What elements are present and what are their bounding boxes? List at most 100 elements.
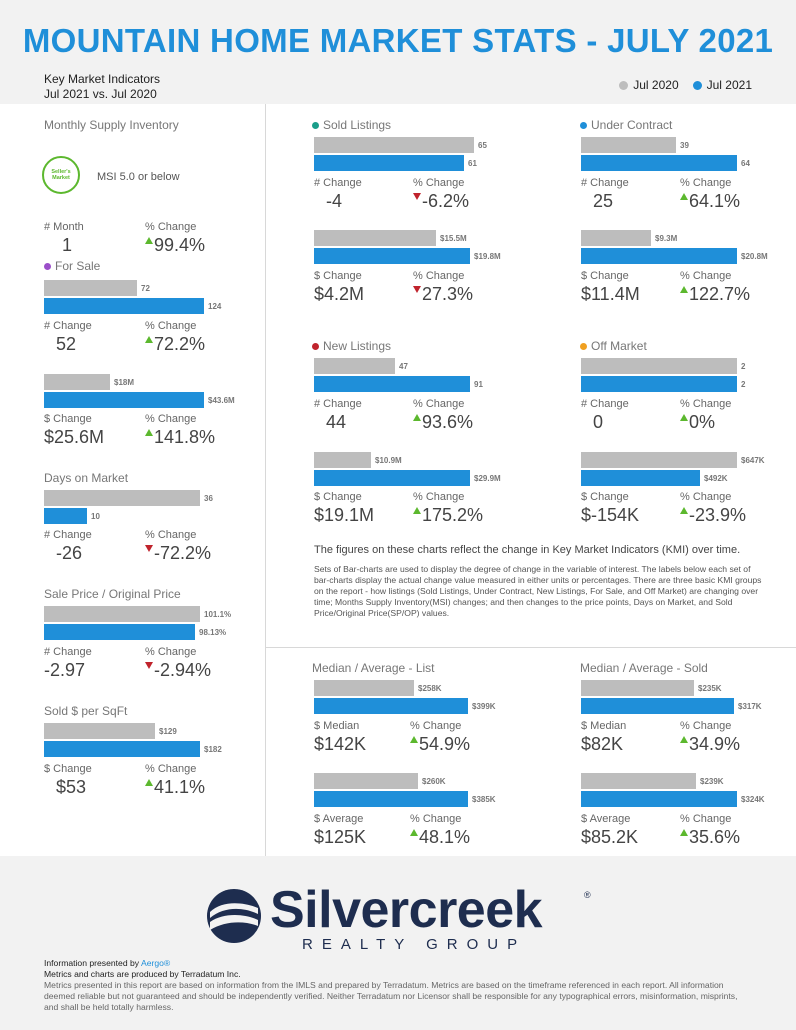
sold-dot-icon <box>312 121 319 129</box>
sqft-change-pct-text: 41.1% <box>154 777 206 797</box>
section-divider <box>265 647 796 648</box>
uc-change-abs: 25 <box>593 191 614 211</box>
sold-bar-prev <box>314 137 474 153</box>
sold-title-text: Sold Listings <box>323 118 392 132</box>
sold-median-title-text: Median / Average - Sold <box>580 661 708 675</box>
uc-dollar-change-abs: $11.4M <box>581 284 640 304</box>
dom-change-label-abs: # Change <box>44 529 92 541</box>
logo-mark-icon <box>207 889 261 943</box>
sold-average-bar-curr <box>581 791 737 807</box>
arrow-up-icon <box>680 286 688 293</box>
for-sale-dot-icon <box>44 262 51 270</box>
list-median-bar-label-prev: $258K <box>418 684 442 693</box>
dom-title-text: Days on Market <box>44 471 129 485</box>
arrow-up-icon <box>145 336 153 343</box>
msi-month-value: 1 <box>62 235 73 255</box>
list-median-change-label-pct: % Change <box>410 720 462 732</box>
sold-median-change-abs: $82K <box>581 734 624 754</box>
uc-bar-prev <box>581 137 676 153</box>
aergo-link[interactable]: Aergo® <box>140 958 171 968</box>
sold-median-bar-label-prev: $235K <box>698 684 722 693</box>
sold-change-pct: -6.2% <box>413 191 469 212</box>
arrow-up-icon <box>410 736 418 743</box>
dom-change-abs: -26 <box>56 543 83 563</box>
for-sale-dollar-bar-label-curr: $43.6M <box>208 396 235 405</box>
sp-op-bar-curr <box>44 624 195 640</box>
new-bar-label-curr: 91 <box>474 380 483 389</box>
arrow-up-icon <box>680 736 688 743</box>
off-dollar-change-pct: -23.9% <box>680 505 746 526</box>
logo-wordmark: Silvercreek <box>270 881 543 939</box>
list-average-change-label-pct: % Change <box>410 813 462 825</box>
for-sale-dollar-change-pct-text: 141.8% <box>154 427 216 447</box>
msi-threshold: MSI 5.0 or below <box>97 171 180 183</box>
msi-change-text: 99.4% <box>154 235 206 255</box>
for-sale-dollar-change-label-abs: $ Change <box>44 413 92 425</box>
msi-change-label: % Change <box>145 221 197 233</box>
sold-dollar-change-abs: $4.2M <box>314 284 365 304</box>
new-dot-icon <box>312 342 319 350</box>
sold-bar-curr <box>314 155 464 171</box>
legend: Jul 2020 Jul 2021 <box>619 78 752 92</box>
for-sale-change-abs: 52 <box>56 334 77 354</box>
arrow-up-icon <box>145 779 153 786</box>
sold-average-change-pct-text: 35.6% <box>689 827 741 847</box>
new-change-abs: 44 <box>326 412 347 432</box>
dom-bar-label-prev: 36 <box>204 494 213 503</box>
new-dollar-change-label-abs: $ Change <box>314 491 362 503</box>
page-title: MOUNTAIN HOME MARKET STATS - JULY 2021 <box>22 22 774 59</box>
sold-dollar-change-label-pct: % Change <box>413 270 465 282</box>
sold-median-change-pct: 34.9% <box>680 734 740 755</box>
off-bar-prev <box>581 358 737 374</box>
new-dollar-bar-curr <box>314 470 470 486</box>
arrow-up-icon <box>145 237 153 244</box>
footer-disclaimer: Metrics presented in this report are bas… <box>44 980 738 1012</box>
uc-change-label-abs: # Change <box>581 177 629 189</box>
legend-label-curr: Jul 2021 <box>706 78 752 92</box>
sqft-bar-label-curr: $182 <box>204 745 222 754</box>
uc-bar-label-prev: 39 <box>680 141 689 150</box>
off-dollar-change-label-pct: % Change <box>680 491 732 503</box>
sp-op-change-abs: -2.97 <box>44 660 86 680</box>
new-dollar-change-pct: 175.2% <box>413 505 483 526</box>
off-bar-curr <box>581 376 737 392</box>
off-dollar-change-label-abs: $ Change <box>581 491 629 503</box>
uc-change-label-pct: % Change <box>680 177 732 189</box>
off-change-abs: 0 <box>593 412 604 432</box>
new-bar-label-prev: 47 <box>399 362 408 371</box>
sp-op-change-pct-text: -2.94% <box>154 660 212 680</box>
logo-registered: ® <box>584 890 591 900</box>
sqft-bar-label-prev: $129 <box>159 727 177 736</box>
for-sale-title-text: For Sale <box>55 259 101 273</box>
list-average-bar-label-curr: $385K <box>472 795 496 804</box>
off-dot-icon <box>580 342 587 350</box>
sold-dollar-change-label-abs: $ Change <box>314 270 362 282</box>
list-average-bar-curr <box>314 791 468 807</box>
sp-op-change-label-pct: % Change <box>145 646 197 658</box>
footer-presented: Information presented by Aergo® <box>44 958 754 969</box>
for-sale-dollar-change-abs: $25.6M <box>44 427 105 447</box>
legend-swatch-prev <box>619 80 629 90</box>
sold-title: Sold Listings <box>312 118 391 132</box>
for-sale-dollar-bar-curr <box>44 392 204 408</box>
sold-average-change-label-abs: $ Average <box>581 813 631 825</box>
off-dollar-bar-prev <box>581 452 737 468</box>
sold-average-bar-prev <box>581 773 696 789</box>
dom-change-label-pct: % Change <box>145 529 197 541</box>
sp-op-title-text: Sale Price / Original Price <box>44 587 181 601</box>
sold-median-change-label-abs: $ Median <box>581 720 627 732</box>
arrow-up-icon <box>680 414 688 421</box>
header: MOUNTAIN HOME MARKET STATS - JULY 2021 K… <box>0 0 796 104</box>
arrow-up-icon <box>680 193 688 200</box>
column-divider <box>265 104 266 856</box>
for-sale-change-pct-text: 72.2% <box>154 334 206 354</box>
list-median-bar-curr <box>314 698 468 714</box>
list-average-bar-prev <box>314 773 418 789</box>
kmi-subtitle-line2: Jul 2021 vs. Jul 2020 <box>44 87 157 101</box>
kmi-subtitle-line1: Key Market Indicators <box>44 72 161 86</box>
sold-median-bar-label-curr: $317K <box>738 702 762 711</box>
uc-dollar-bar-label-prev: $9.3M <box>655 234 678 243</box>
notes-body: Sets of Bar-charts are used to display t… <box>314 564 762 618</box>
list-median-bar-prev <box>314 680 414 696</box>
list-median-change-pct: 54.9% <box>410 734 470 755</box>
